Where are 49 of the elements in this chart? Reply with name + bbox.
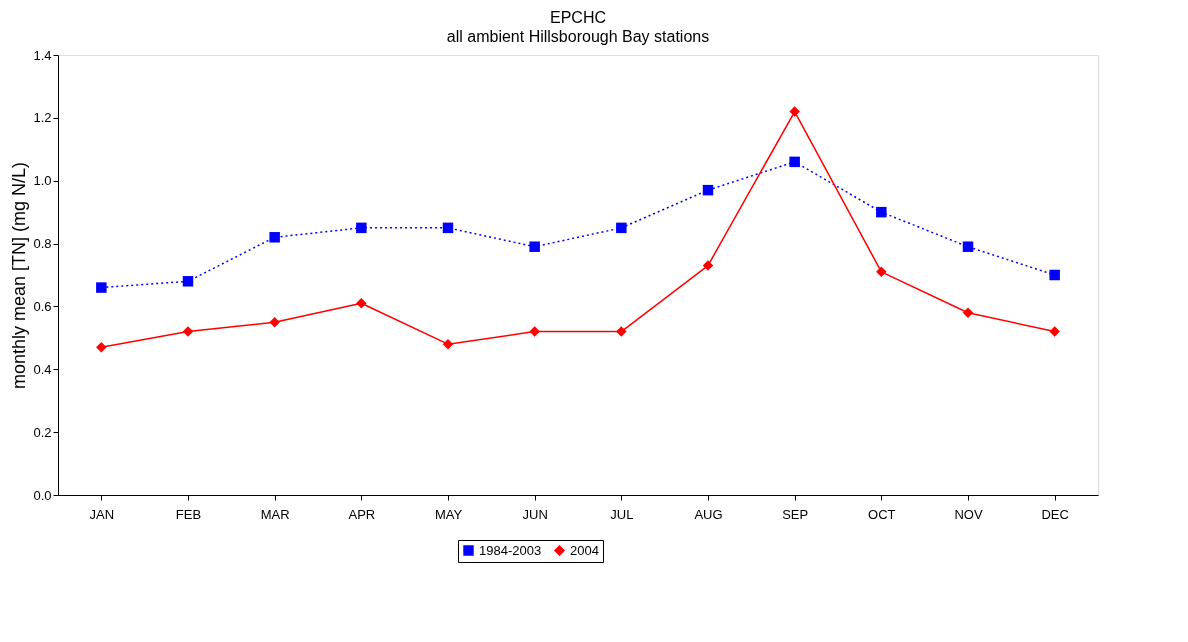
point xyxy=(702,184,714,196)
point xyxy=(876,266,887,278)
point xyxy=(1049,326,1060,337)
x-tick-label: NOV xyxy=(954,506,983,522)
point xyxy=(616,222,627,234)
y-tick-label: 0.2 xyxy=(33,424,52,440)
point xyxy=(356,222,367,234)
point xyxy=(962,307,974,318)
chart-title: EPCHC xyxy=(549,9,607,26)
point xyxy=(182,276,194,287)
x-tick-label: SEP xyxy=(782,506,809,522)
x-tick-label: MAR xyxy=(260,506,290,522)
y-tick-label: 1.4 xyxy=(33,47,52,63)
y-tick-label: 0.4 xyxy=(33,361,52,377)
point xyxy=(96,342,107,353)
x-tick-label: OCT xyxy=(868,506,896,522)
y-tick-label: 0.0 xyxy=(33,487,52,503)
x-tick-label: JUL xyxy=(610,506,634,522)
point xyxy=(529,326,540,337)
legend-label: 1984-2003 xyxy=(479,542,542,558)
point xyxy=(442,222,454,234)
x-tick-label: DEC xyxy=(1041,506,1069,522)
point xyxy=(962,241,974,252)
x-tick-label: JAN xyxy=(89,506,115,522)
y-tick-label: 0.8 xyxy=(33,236,52,252)
point xyxy=(269,232,280,243)
point xyxy=(876,206,887,218)
x-tick-label: FEB xyxy=(175,506,202,522)
point xyxy=(182,326,194,337)
x-tick-label: APR xyxy=(348,506,376,522)
point xyxy=(96,282,107,293)
point xyxy=(789,156,800,168)
x-tick-label: MAY xyxy=(434,506,463,522)
y-axis-title: monthly mean [TN] (mg N/L) xyxy=(9,161,30,390)
point xyxy=(269,316,280,328)
point xyxy=(356,298,367,309)
y-tick-label: 1.2 xyxy=(33,110,52,126)
x-tick-label: AUG xyxy=(694,506,723,522)
point xyxy=(789,106,800,117)
y-tick-label: 1.0 xyxy=(33,173,52,189)
chart-subtitle: all ambient Hillsborough Bay stations xyxy=(446,28,710,45)
point xyxy=(702,260,714,271)
point xyxy=(442,338,454,350)
point xyxy=(529,241,540,252)
x-tick-label: JUN xyxy=(522,506,548,522)
y-tick-label: 0.6 xyxy=(33,298,52,314)
point xyxy=(1049,269,1060,281)
legend-label: 2004 xyxy=(570,542,599,558)
point xyxy=(616,326,627,337)
